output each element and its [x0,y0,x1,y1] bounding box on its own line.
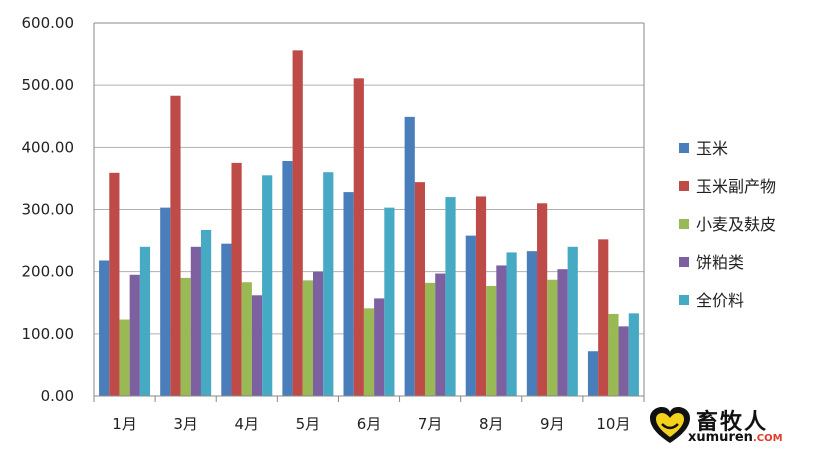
bar [598,239,609,396]
watermark-url-main: xumuren [688,430,753,445]
x-tick-label: 4月 [235,415,260,433]
bar [425,282,436,396]
bar [139,246,151,396]
bar [109,172,120,396]
bar [496,265,507,396]
axes [93,22,645,402]
bar [618,326,629,396]
y-tick-label: 200.00 [22,263,75,281]
y-tick-label: 0.00 [41,387,74,405]
legend-label: 小麦及麸皮 [696,215,776,234]
bar [475,196,487,396]
bar [404,116,415,397]
bar [608,313,619,396]
y-tick-labels: 0.00 100.00 200.00 300.00 400.00 500.00 600.00 [22,14,75,405]
legend-label: 玉米 [696,139,728,158]
bar [262,175,273,396]
bar [221,243,232,396]
bar [353,78,364,396]
bar [628,313,639,396]
bar [414,182,426,396]
bar [302,280,313,396]
legend-swatch [679,257,689,267]
bar [180,277,191,396]
bar [537,203,548,396]
bar [465,235,476,396]
legend-swatch [679,181,689,191]
bar [160,207,171,396]
bar [200,230,212,396]
bar [343,192,354,396]
x-tick-labels: 1月 3月 4月 5月 6月 7月 8月 9月 10月 [112,415,630,433]
bar [526,251,538,396]
bar [241,282,252,396]
bar [251,295,263,396]
x-tick-label: 6月 [357,415,382,433]
bar [323,172,334,396]
bar [363,308,375,396]
watermark-url: xumuren.COM [688,430,783,445]
watermark-title: 畜牧人 [696,410,769,435]
bars [99,50,639,397]
bar [292,50,303,396]
bar [312,271,324,396]
bar [557,269,568,396]
x-tick-label: 5月 [296,415,321,433]
bar [547,279,558,396]
legend-swatch [679,219,689,229]
x-tick-label: 8月 [479,415,504,433]
bar [567,246,578,396]
bar [374,298,385,396]
bar [506,252,517,396]
legend-swatch [679,143,689,153]
legend-label: 玉米副产物 [696,177,776,196]
bar [486,285,497,396]
x-tick-label: 10月 [596,415,630,433]
bar [384,207,395,396]
bar [129,274,140,396]
bar [119,319,130,396]
bar [435,273,446,396]
bar [99,260,110,396]
y-tick-label: 400.00 [22,138,75,156]
x-tick-label: 9月 [540,415,565,433]
x-tick-label: 1月 [112,415,137,433]
bar [445,197,456,396]
y-tick-label: 500.00 [22,76,75,94]
y-tick-label: 100.00 [22,325,75,343]
y-tick-label: 300.00 [22,201,75,219]
bar [170,95,181,396]
bar [190,246,201,396]
xumuren-watermark: 畜牧人 xumuren.COM [648,404,818,448]
legend-label: 全价料 [696,291,744,310]
legend-label: 饼粕类 [696,253,744,272]
watermark-url-suffix: .COM [752,433,783,444]
x-tick-label: 7月 [418,415,443,433]
bar [231,162,242,397]
bar [282,161,293,396]
heart-logo-icon [650,407,690,443]
y-tick-label: 600.00 [22,14,75,32]
bar [587,351,599,396]
x-tick-label: 3月 [173,415,198,433]
legend-swatch [679,295,689,305]
